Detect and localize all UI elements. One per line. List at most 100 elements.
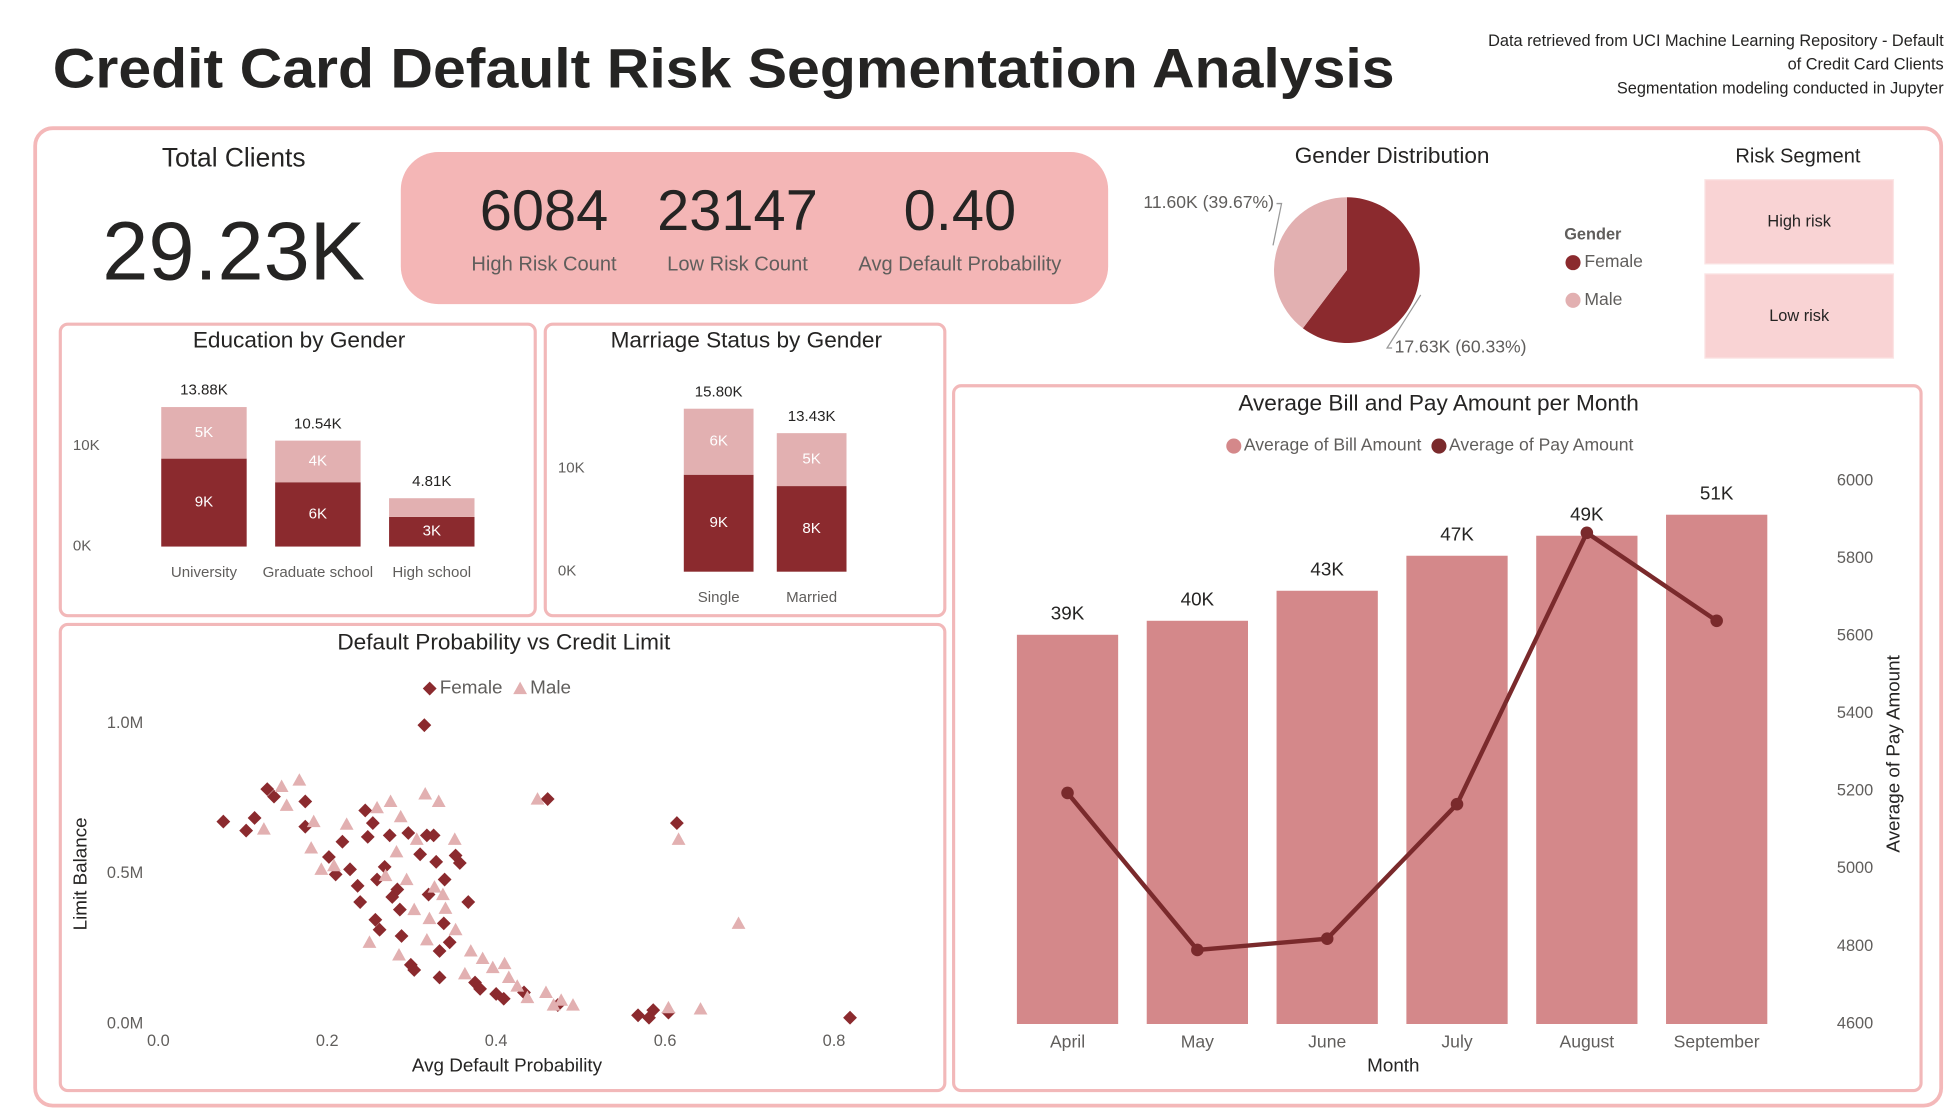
legend-swatch — [1226, 438, 1242, 454]
scatter-point — [239, 823, 254, 838]
scatter-point — [279, 798, 294, 811]
scatter-point — [418, 787, 433, 800]
scatter-point — [429, 854, 444, 869]
x-tick-label: 0.8 — [823, 1032, 846, 1050]
scatter-point — [267, 789, 281, 804]
scatter-point — [631, 1008, 645, 1023]
scatter-point — [843, 1010, 857, 1025]
y2-tick-label: 6000 — [1837, 472, 1873, 490]
scatter-point — [383, 794, 398, 807]
scatter-point — [327, 858, 341, 872]
x-tick-label: April — [1050, 1031, 1085, 1051]
scatter-point — [546, 998, 561, 1011]
line-marker — [1580, 526, 1594, 540]
y-tick-label: 10K — [558, 460, 585, 477]
scatter-point — [452, 856, 467, 870]
scatter-point — [438, 901, 453, 914]
scatter-point — [377, 860, 392, 874]
y2-tick-label: 4800 — [1837, 937, 1873, 955]
kpi-label: Total Clients — [162, 143, 306, 173]
scatter-point — [343, 862, 357, 877]
line-marker — [1710, 614, 1723, 628]
source-note: Segmentation modeling conducted in Jupyt… — [1617, 80, 1944, 98]
y2-tick-label: 5200 — [1837, 782, 1873, 800]
scatter-point — [436, 916, 451, 931]
scatter-point — [539, 985, 553, 998]
x-tick-label: September — [1674, 1031, 1760, 1051]
y-axis-title: Limit Balance — [70, 817, 91, 930]
slicer-label[interactable]: Low risk — [1769, 307, 1830, 325]
scatter-point — [409, 832, 424, 845]
kpi-value: 0.40 — [904, 179, 1016, 243]
x-tick-label: May — [1181, 1031, 1214, 1051]
slicer-item[interactable]: Low risk — [1704, 273, 1895, 359]
slicer-item[interactable]: High risk — [1704, 179, 1895, 265]
scatter-point — [417, 718, 432, 733]
slicer-label[interactable]: High risk — [1767, 213, 1831, 231]
bar-segment — [275, 440, 361, 483]
pie-slice — [1302, 197, 1420, 344]
scatter-point — [413, 847, 428, 862]
y2-tick-label: 4600 — [1837, 1014, 1873, 1032]
scatter-point — [448, 922, 463, 936]
pie-slice — [1273, 197, 1347, 329]
scatter-point — [432, 944, 447, 958]
x-tick-label: June — [1308, 1031, 1346, 1051]
scatter-point — [399, 872, 414, 886]
scatter-point — [292, 773, 307, 786]
legend-label: Average of Pay Amount — [1449, 435, 1633, 455]
y-tick-label: 10K — [73, 437, 100, 454]
scatter-point — [368, 912, 383, 927]
y2-tick-label: 5400 — [1837, 704, 1873, 722]
chart-title: Average Bill and Pay Amount per Month — [1238, 391, 1639, 416]
legend-title: Gender — [1564, 225, 1622, 243]
scatter-point — [432, 970, 447, 985]
page-title: Credit Card Default Risk Segmentation An… — [53, 38, 1395, 100]
scatter-point — [426, 828, 441, 843]
slicer-tile[interactable] — [1704, 273, 1895, 359]
scatter-point — [274, 779, 289, 792]
scatter-point — [520, 990, 535, 1004]
data-label: 5K — [802, 451, 820, 468]
bar-segment — [161, 407, 247, 459]
data-label: 43K — [1310, 559, 1344, 580]
x-tick-label: High school — [392, 564, 471, 581]
scatter-point — [372, 922, 387, 937]
chart-title: Gender Distribution — [1295, 143, 1490, 168]
x-tick-label: 0.2 — [316, 1032, 339, 1050]
scatter-point — [339, 817, 354, 830]
source-note: of Credit Card Clients — [1788, 56, 1944, 74]
scatter-point — [475, 951, 490, 965]
legend-swatch — [513, 681, 528, 695]
y-tick-label: 1.0M — [107, 714, 143, 732]
kpi-card — [400, 152, 1109, 305]
x-tick-label: July — [1441, 1031, 1472, 1051]
leader-line — [1272, 202, 1283, 246]
scatter-point — [671, 832, 686, 845]
slicer-tile[interactable] — [1704, 179, 1895, 265]
chart-title: Default Probability vs Credit Limit — [337, 629, 671, 654]
x-axis-title: Month — [1367, 1055, 1419, 1076]
slicer-title: Risk Segment — [1735, 145, 1860, 167]
scatter-point — [360, 829, 375, 844]
bar-segment — [776, 433, 847, 487]
y-tick-label: 0.5M — [107, 864, 143, 882]
data-label: 11.60K (39.67%) — [1143, 192, 1274, 212]
scatter-point — [370, 872, 384, 887]
scatter-point — [646, 1003, 661, 1018]
bar — [1666, 514, 1768, 1024]
bar — [1276, 590, 1378, 1024]
scatter-point — [731, 916, 746, 929]
scatter-point — [436, 887, 450, 901]
scatter-point — [350, 878, 365, 893]
bar — [1406, 555, 1508, 1024]
kpi-value: 6084 — [480, 179, 609, 243]
scatter-point — [353, 895, 368, 909]
scatter-point — [497, 956, 512, 970]
y2-tick-label: 5000 — [1837, 859, 1873, 877]
legend-label: Male — [530, 677, 571, 698]
data-label: 47K — [1440, 524, 1474, 545]
line — [1065, 529, 1718, 953]
scatter-point — [314, 862, 329, 875]
data-label: 17.63K (60.33%) — [1395, 337, 1527, 357]
